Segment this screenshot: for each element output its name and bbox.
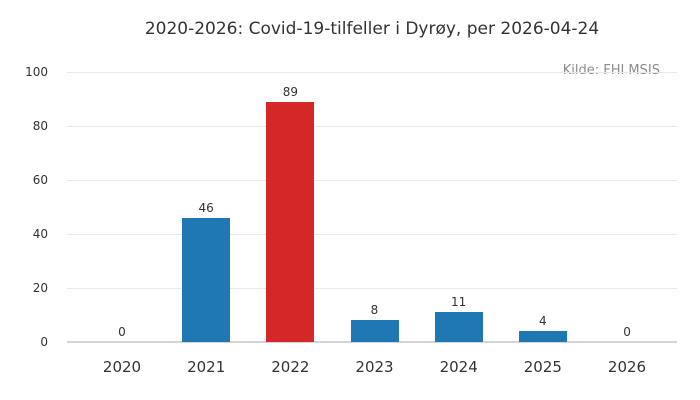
value-label-2023: 8 bbox=[370, 303, 379, 318]
gridline-40 bbox=[67, 234, 677, 235]
gridline-80 bbox=[67, 126, 677, 127]
bar-2023 bbox=[350, 320, 399, 342]
value-label-2026: 0 bbox=[623, 325, 631, 339]
gridline-100 bbox=[67, 72, 677, 73]
y-tick-label-0: 0 bbox=[40, 335, 48, 349]
gridline-20 bbox=[67, 288, 677, 289]
y-tick-label-80: 80 bbox=[32, 119, 48, 133]
x-tick-label-2022: 2022 bbox=[271, 358, 310, 376]
value-label-2025: 4 bbox=[539, 314, 547, 329]
source-note: Kilde: FHI MSIS bbox=[562, 63, 660, 78]
bar-2025 bbox=[518, 331, 567, 342]
x-tick-label-2023: 2023 bbox=[355, 358, 394, 376]
y-axis: 0 20 40 60 80 100 bbox=[0, 65, 48, 349]
value-label-2024: 11 bbox=[451, 295, 467, 310]
y-tick-label-60: 60 bbox=[32, 173, 48, 187]
bar-2021 bbox=[182, 217, 231, 342]
x-tick-label-2026: 2026 bbox=[607, 358, 647, 376]
value-label-2022: 89 bbox=[282, 84, 298, 99]
x-tick-label-2024: 2024 bbox=[439, 358, 478, 376]
value-label-2020: 0 bbox=[118, 325, 126, 339]
plot-area: 0 46 89 8 11 4 0 bbox=[67, 72, 677, 343]
gridline-60 bbox=[67, 180, 677, 181]
x-axis-line bbox=[67, 341, 677, 343]
chart-title: 2020-2026: Covid-19-tilfeller i Dyrøy, p… bbox=[144, 19, 600, 39]
bar-2024 bbox=[434, 312, 483, 342]
y-tick-label-20: 20 bbox=[32, 281, 48, 295]
x-tick-label-2020: 2020 bbox=[102, 358, 142, 376]
x-axis: 2020 2021 2022 2023 2024 2025 2026 bbox=[67, 358, 677, 378]
bar-2022 bbox=[266, 101, 315, 342]
x-tick-label-2021: 2021 bbox=[187, 358, 226, 376]
y-tick-label-40: 40 bbox=[32, 227, 48, 241]
x-tick-label-2025: 2025 bbox=[523, 358, 562, 376]
y-tick-label-100: 100 bbox=[25, 65, 48, 79]
value-label-2021: 46 bbox=[198, 200, 214, 215]
